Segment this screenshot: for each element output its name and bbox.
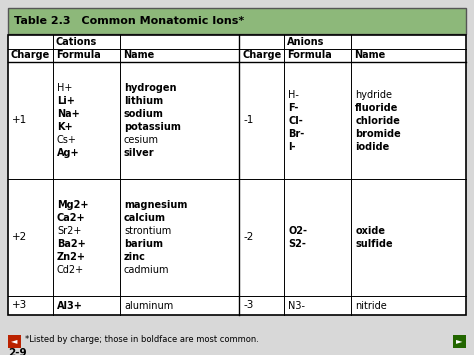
Text: Na+: Na+ <box>57 109 80 119</box>
Text: strontium: strontium <box>124 226 171 236</box>
Text: Mg2+: Mg2+ <box>57 200 89 210</box>
Text: Br-: Br- <box>288 129 304 139</box>
Text: Formula: Formula <box>56 50 101 60</box>
Text: bromide: bromide <box>356 129 401 139</box>
Text: +1: +1 <box>12 115 27 125</box>
Text: Ba2+: Ba2+ <box>57 239 86 249</box>
Text: ◄: ◄ <box>11 337 18 345</box>
Text: Name: Name <box>123 50 154 60</box>
Text: nitride: nitride <box>356 301 387 311</box>
Text: cadmium: cadmium <box>124 265 170 275</box>
Text: potassium: potassium <box>124 122 181 132</box>
Text: chloride: chloride <box>356 116 400 126</box>
Text: K+: K+ <box>57 122 73 132</box>
Text: 2-9: 2-9 <box>8 348 27 355</box>
Text: aluminum: aluminum <box>124 301 173 311</box>
Text: Charge: Charge <box>242 50 282 60</box>
Text: calcium: calcium <box>124 213 166 223</box>
Text: Cs+: Cs+ <box>57 135 77 146</box>
Text: Al3+: Al3+ <box>57 301 83 311</box>
Text: S2-: S2- <box>288 239 306 249</box>
Text: Name: Name <box>354 50 385 60</box>
Text: Common Monatomic Ions*: Common Monatomic Ions* <box>66 16 244 26</box>
Text: Formula: Formula <box>287 50 332 60</box>
Text: H-: H- <box>288 90 299 100</box>
Text: Table 2.3: Table 2.3 <box>14 16 71 26</box>
Text: Li+: Li+ <box>57 97 75 106</box>
Text: silver: silver <box>124 148 155 158</box>
Text: Anions: Anions <box>287 37 325 47</box>
Text: hydride: hydride <box>356 90 392 100</box>
Text: barium: barium <box>124 239 163 249</box>
FancyBboxPatch shape <box>8 35 466 315</box>
Text: N3-: N3- <box>288 301 305 311</box>
Text: I-: I- <box>288 142 296 152</box>
Text: *Listed by charge; those in boldface are most common.: *Listed by charge; those in boldface are… <box>25 335 259 344</box>
Text: zinc: zinc <box>124 252 146 262</box>
Text: oxide: oxide <box>356 226 385 236</box>
FancyBboxPatch shape <box>8 8 466 34</box>
Text: Ag+: Ag+ <box>57 148 80 158</box>
Text: Zn2+: Zn2+ <box>57 252 86 262</box>
Text: ►: ► <box>456 337 463 345</box>
Text: -2: -2 <box>243 232 254 242</box>
FancyBboxPatch shape <box>453 334 466 348</box>
Text: fluoride: fluoride <box>356 103 399 113</box>
Text: iodide: iodide <box>356 142 390 152</box>
Text: Cd2+: Cd2+ <box>57 265 84 275</box>
Text: Charge: Charge <box>11 50 50 60</box>
Text: Sr2+: Sr2+ <box>57 226 82 236</box>
Text: Cations: Cations <box>56 37 97 47</box>
Text: sodium: sodium <box>124 109 164 119</box>
Text: Cl-: Cl- <box>288 116 303 126</box>
Text: sulfide: sulfide <box>356 239 393 249</box>
Text: H+: H+ <box>57 83 73 93</box>
Text: cesium: cesium <box>124 135 159 146</box>
Text: -1: -1 <box>243 115 254 125</box>
Text: O2-: O2- <box>288 226 307 236</box>
Text: Ca2+: Ca2+ <box>57 213 86 223</box>
Text: +3: +3 <box>12 300 27 310</box>
Text: hydrogen: hydrogen <box>124 83 176 93</box>
FancyBboxPatch shape <box>8 334 21 348</box>
Text: -3: -3 <box>243 300 254 310</box>
Text: F-: F- <box>288 103 299 113</box>
Text: lithium: lithium <box>124 97 163 106</box>
Text: +2: +2 <box>12 232 27 242</box>
Text: magnesium: magnesium <box>124 200 187 210</box>
